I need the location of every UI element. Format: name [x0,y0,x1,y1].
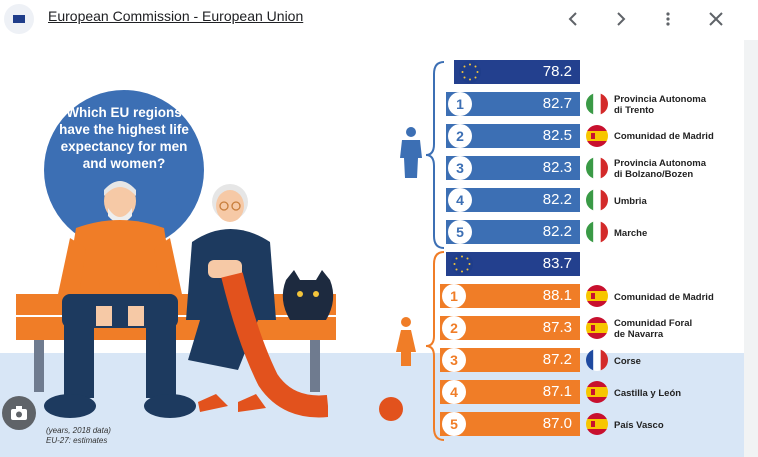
more-options-button[interactable] [654,5,682,33]
rank-badge: 5 [448,220,472,244]
women-region-label: Comunidad Foral de Navarra [614,318,693,340]
woman-icon [396,317,416,366]
scrollbar[interactable] [744,40,758,457]
men-row: 5 82.2 [446,220,580,244]
italy-flag-icon [586,93,608,115]
rank-badge: 2 [448,124,472,148]
italy-flag-icon [586,157,608,179]
men-region-label: Umbria [614,196,647,207]
data-note: (years, 2018 data) EU-27: estimates [46,426,111,445]
chevron-left-icon [568,12,577,26]
spain-flag-icon [586,125,608,147]
men-value: 82.3 [542,159,572,176]
women-bracket [425,251,445,441]
men-row: 2 82.5 [446,124,580,148]
man-icon [400,127,422,178]
women-region-label: Corse [614,356,641,367]
cat-illustration [282,270,334,320]
women-row: 4 87.1 [440,380,580,404]
floor-background [0,353,744,457]
spain-flag-icon [586,413,608,435]
spain-flag-icon [586,285,608,307]
women-value: 87.1 [542,383,572,400]
speech-bubble-tail [168,198,190,216]
italy-flag-icon [586,189,608,211]
close-icon [709,12,723,26]
women-row: 3 87.2 [440,348,580,372]
site-favicon [4,4,34,34]
top-bar: European Commission - European Union [0,0,758,38]
page-title-link[interactable]: European Commission - European Union [48,8,304,24]
france-flag-icon [586,349,608,371]
eu-flag-icon [459,61,481,83]
spain-flag-icon [586,317,608,339]
back-button[interactable] [560,5,588,33]
men-region-label: Provincia Autonoma di Bolzano/Bozen [614,158,707,180]
camera-icon [11,406,27,420]
rank-badge: 5 [442,412,466,436]
bench-leg [34,340,44,392]
women-value: 87.2 [542,351,572,368]
men-region-label: Provincia Autonoma di Trento [614,94,707,116]
question-text: Which EU regions have the highest life e… [59,105,189,171]
chevron-right-icon [617,12,626,26]
rank-badge: 2 [442,316,466,340]
men-bracket [425,61,445,249]
men-row: 3 82.3 [446,156,580,180]
rank-badge: 1 [442,284,466,308]
lens-button[interactable] [2,396,36,430]
elderly-woman-illustration [186,184,328,418]
women-value: 88.1 [542,287,572,304]
men-region-label: Comunidad de Madrid [614,131,714,142]
close-button[interactable] [702,5,730,33]
rank-badge: 3 [442,348,466,372]
men-value: 82.5 [542,127,572,144]
women-row: 2 87.3 [440,316,580,340]
women-region-label: País Vasco [614,420,664,431]
forward-button[interactable] [606,5,634,33]
women-row: 1 88.1 [440,284,580,308]
rank-badge: 4 [448,188,472,212]
men-value: 82.7 [542,95,572,112]
women-value: 87.3 [542,319,572,336]
men-eu-row: 78.2 [454,60,580,84]
rank-badge: 3 [448,156,472,180]
men-region-label: Marche [614,228,648,239]
men-row: 4 82.2 [446,188,580,212]
elderly-man-illustration [44,181,196,418]
eu-flag-icon [451,253,473,275]
spain-flag-icon [586,381,608,403]
rank-badge: 1 [448,92,472,116]
women-row: 5 87.0 [440,412,580,436]
men-row: 1 82.7 [446,92,580,116]
men-value: 82.2 [542,223,572,240]
women-eu-value: 83.7 [542,255,572,272]
men-value: 82.2 [542,191,572,208]
more-vert-icon [666,12,670,26]
rank-badge: 4 [442,380,466,404]
men-eu-value: 78.2 [542,63,572,80]
bench-leg [310,340,320,392]
women-value: 87.0 [542,415,572,432]
women-eu-row: 83.7 [446,252,580,276]
women-region-label: Comunidad de Madrid [614,292,714,303]
italy-flag-icon [586,221,608,243]
women-region-label: Castilla y León [614,388,682,399]
yarn-ball-illustration [379,397,403,421]
infographic-image: Which EU regions have the highest life e… [0,38,744,457]
